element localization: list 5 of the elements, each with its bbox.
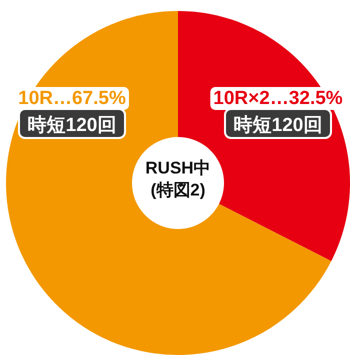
text: 時短120回 [28,114,116,136]
slice-label: 10R…67.5% [18,88,126,109]
text: 時短120回 [234,114,322,136]
text: RUSH中 (特図2) [145,158,211,200]
slice-label: 10R×2…32.5% [213,88,343,109]
